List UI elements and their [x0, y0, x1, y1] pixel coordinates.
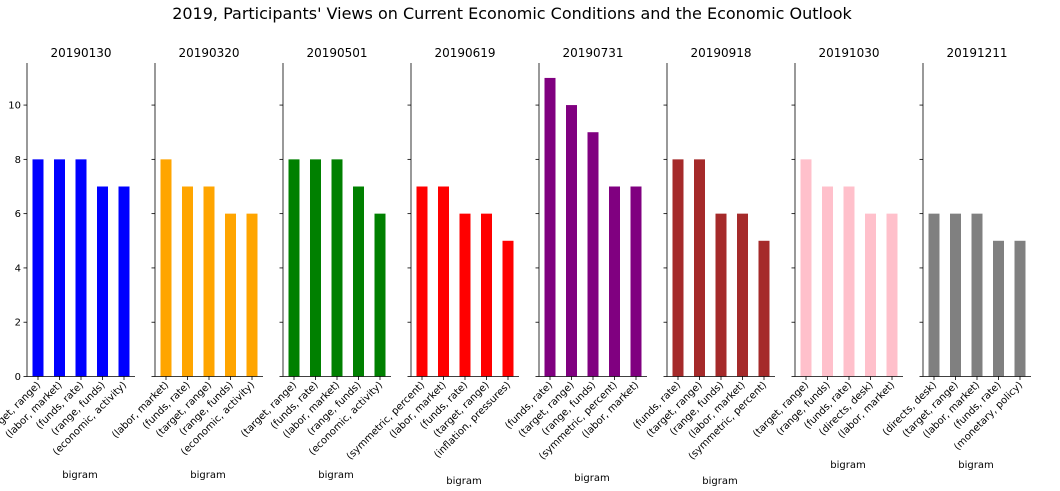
panel-20190731: 20190731(funds, rate)(target, range)(ran…: [503, 46, 647, 484]
bar: [672, 159, 684, 377]
x-axis-label: bigram: [958, 460, 993, 471]
bar: [694, 159, 705, 377]
panel-20190501: 20190501(target, range)(funds, rate)(lab…: [239, 46, 391, 481]
bar: [630, 186, 642, 377]
bar: [800, 159, 812, 377]
bar: [97, 186, 108, 377]
bar: [609, 186, 620, 377]
bar: [438, 186, 449, 377]
bar: [502, 240, 514, 377]
x-axis-label: bigram: [830, 460, 865, 471]
bar: [865, 213, 876, 377]
panel-title: 20190731: [562, 46, 623, 60]
figure-title: 2019, Participants' Views on Current Eco…: [172, 4, 852, 23]
bar: [971, 213, 983, 377]
panel-20190619: 20190619(symmetric, percent)(labor, mark…: [345, 46, 519, 487]
bar: [715, 213, 727, 377]
y-tick-label: 6: [15, 209, 21, 220]
panel-title: 20191211: [946, 46, 1007, 60]
bar: [54, 159, 65, 377]
bar: [822, 186, 833, 377]
bar: [331, 159, 343, 377]
bar: [950, 213, 961, 377]
panel-20190320: 20190320(labor, market)(funds, rate)(tar…: [110, 46, 263, 481]
panel-title: 20191030: [818, 46, 879, 60]
bar: [374, 213, 386, 377]
panel-title: 20190501: [306, 46, 367, 60]
panel-title: 20190619: [434, 46, 495, 60]
panel-20190918: 20190918(funds, rate)(target, range)(ran…: [631, 46, 775, 487]
bar: [225, 213, 236, 377]
bar: [182, 186, 193, 377]
bar: [203, 186, 215, 377]
x-axis-label: bigram: [446, 476, 481, 487]
bar: [310, 159, 321, 377]
bar: [544, 77, 556, 377]
panel-title: 20190918: [690, 46, 751, 60]
bar: [246, 213, 258, 377]
panel-title: 20190130: [50, 46, 111, 60]
bar: [928, 213, 940, 377]
x-axis-label: bigram: [190, 470, 225, 481]
bar: [993, 240, 1004, 377]
bar: [416, 186, 428, 377]
x-axis-label: bigram: [318, 470, 353, 481]
bar: [288, 159, 300, 377]
bar: [160, 159, 172, 377]
bar: [737, 213, 748, 377]
bar: [481, 213, 492, 377]
y-tick-label: 2: [15, 318, 21, 329]
y-tick-label: 0: [15, 372, 21, 383]
bar: [843, 186, 855, 377]
bar: [118, 186, 130, 377]
bar: [353, 186, 364, 377]
bar: [587, 132, 599, 377]
bar: [75, 159, 87, 377]
panel-20191211: 20191211(directs, desk)(target, range)(l…: [881, 46, 1031, 471]
y-tick-label: 10: [8, 101, 21, 112]
y-tick-label: 4: [15, 263, 21, 274]
panel-title: 20190320: [178, 46, 239, 60]
bar: [886, 213, 898, 377]
x-axis-label: bigram: [574, 473, 609, 484]
x-axis-label: bigram: [702, 476, 737, 487]
y-tick-label: 8: [15, 155, 21, 166]
bar: [32, 159, 44, 377]
bar: [566, 105, 577, 377]
x-axis-label: bigram: [62, 470, 97, 481]
bar: [758, 240, 770, 377]
panel-20191030: 20191030(target, range)(range, funds)(fu…: [751, 46, 903, 471]
bar: [1014, 240, 1026, 377]
bar: [459, 213, 471, 377]
